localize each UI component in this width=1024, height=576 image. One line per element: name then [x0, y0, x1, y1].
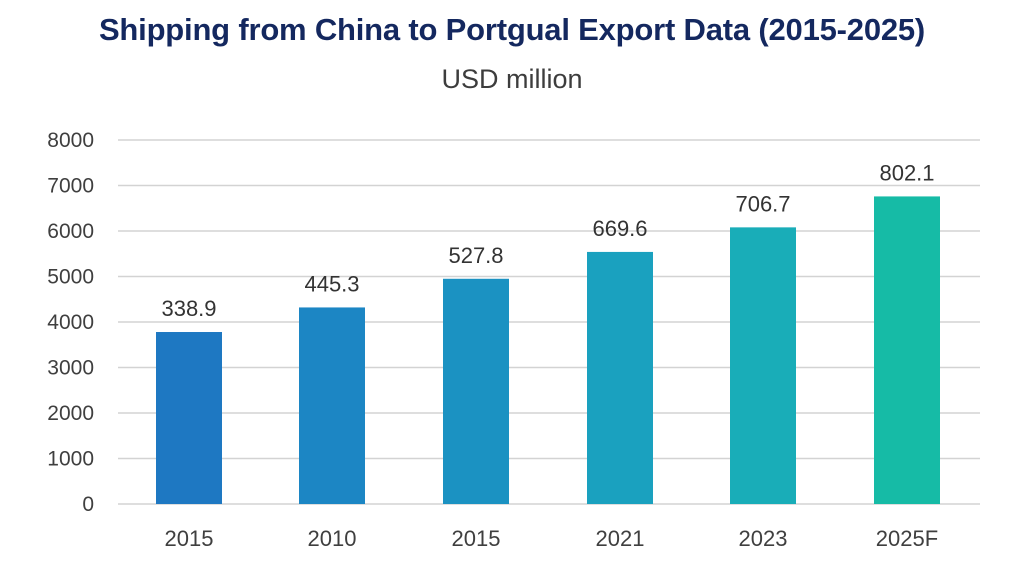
x-tick-label: 2010: [308, 526, 357, 551]
data-label: 669.6: [592, 216, 647, 241]
bar: [587, 251, 653, 504]
x-tick-label: 2021: [596, 526, 645, 551]
y-tick-label: 7000: [47, 175, 94, 198]
y-tick-label: 6000: [47, 220, 94, 243]
y-tick-label: 2000: [47, 402, 94, 425]
data-label: 445.3: [304, 271, 359, 296]
bar: [874, 196, 940, 505]
bar: [443, 278, 509, 504]
bar: [299, 307, 365, 504]
data-label: 527.8: [448, 243, 503, 268]
x-tick-label: 2023: [739, 526, 788, 551]
chart-title: Shipping from China to Portgual Export D…: [98, 12, 926, 47]
y-tick-label: 8000: [47, 129, 94, 152]
y-tick-label: 3000: [47, 357, 94, 380]
y-tick-label: 0: [82, 493, 94, 516]
y-tick-label: 1000: [47, 448, 94, 471]
x-tick-label: 2015: [452, 526, 501, 551]
y-axis-ticks: 0 1000 2000 3000 4000 5000 6000 7000 8000: [47, 129, 94, 516]
data-label: 802.1: [879, 160, 934, 185]
data-labels: 338.9 445.3 527.8 669.6 706.7 802.1: [161, 160, 934, 321]
bar: [156, 332, 222, 504]
chart-subtitle: USD million: [441, 64, 583, 94]
data-label: 706.7: [735, 191, 790, 216]
data-label: 338.9: [161, 296, 216, 321]
x-tick-label: 2015: [165, 526, 214, 551]
x-axis-ticks: 2015 2010 2015 2021 2023 2025F: [165, 526, 939, 551]
bars: [156, 196, 940, 505]
bar: [730, 227, 796, 505]
y-tick-label: 4000: [47, 311, 94, 334]
gridlines: [118, 139, 980, 505]
y-tick-label: 5000: [47, 266, 94, 289]
x-tick-label: 2025F: [876, 526, 938, 551]
